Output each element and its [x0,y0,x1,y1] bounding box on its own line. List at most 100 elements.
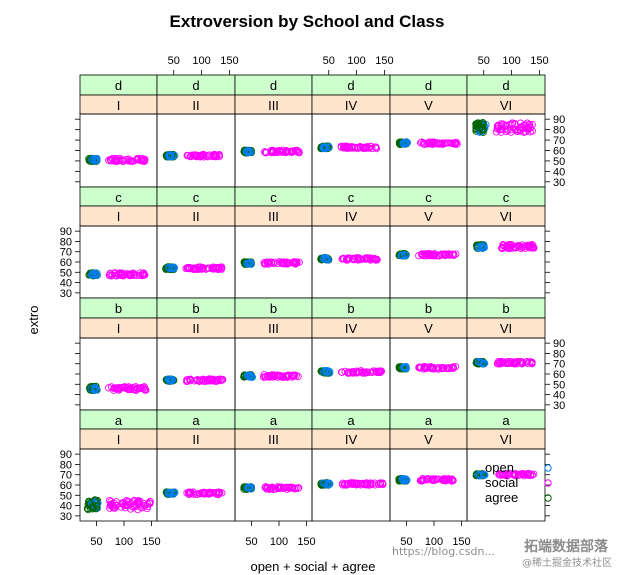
strip-class-label: d [192,78,199,93]
point-social [137,271,145,280]
point-social [439,139,447,147]
point-open [87,385,95,393]
y-tick-label: 30 [553,400,565,412]
point-social [214,265,222,273]
point-social [205,489,213,497]
point-social [293,258,301,267]
panel-frame [156,113,236,188]
panel-d-VI: d VI [466,74,546,188]
point-social [202,265,210,273]
point-open [323,481,331,489]
point-social [523,119,531,127]
point-social [451,363,460,371]
point-social [218,489,226,497]
strip-school-label: II [192,321,199,336]
point-social [499,241,507,249]
point-social [423,250,431,258]
y-tick-label: 60 [553,369,565,381]
strip-school-label: VI [500,98,512,113]
strip-class-label: d [425,78,432,93]
point-social [494,358,503,366]
panel-d-III: d III [234,74,313,188]
strip-school-label: IV [345,98,358,113]
strip-class-label: d [115,78,122,93]
point-social [110,156,119,165]
y-axis-label: extro [26,306,41,335]
strip-school-label: V [424,209,433,224]
point-open [401,140,409,148]
point-social [344,368,353,376]
point-social [137,384,146,392]
point-social [198,376,206,384]
panel-frame [466,225,546,299]
point-social [508,119,517,127]
strip-class-label: b [115,301,122,316]
watermark-url: https://blog.csdn... [392,545,495,558]
watermark: https://blog.csdn... 拓端数据部落 @稀土掘金技术社区 [392,538,612,569]
point-social [282,373,291,381]
point-open [244,484,252,492]
point-agree [472,124,480,132]
point-social [493,122,502,130]
point-open [164,488,173,497]
watermark-community: @稀土掘金技术社区 [522,556,612,569]
strip-class-label: c [425,190,432,205]
point-social [438,364,447,372]
point-social [503,243,511,251]
panel-c-IV: c IV [311,186,391,299]
point-social [118,384,126,392]
point-open [165,152,173,160]
point-social [203,376,211,385]
point-open [402,138,410,146]
point-social [365,481,374,489]
point-social [361,144,370,152]
point-social [131,271,139,279]
point-social [507,241,515,249]
y-tick-label: 80 [553,125,565,137]
strip-school-label: IV [345,321,358,336]
point-social [110,384,118,392]
strip-school-label: III [268,98,279,113]
y-tick-label: 90 [60,449,72,461]
point-social [277,483,286,491]
point-social [417,139,425,147]
panel-frame [156,448,236,522]
point-social [190,264,199,272]
x-tick-label: 50 [323,55,335,67]
point-social [524,470,532,479]
point-social [431,250,439,258]
point-social [133,499,141,507]
y-tick-label: 60 [60,257,72,269]
point-social [260,259,268,267]
point-social [209,264,218,273]
point-agree [91,497,100,505]
point-social [423,476,431,484]
point-social [527,470,535,478]
panel-a-III: a III [234,409,313,522]
point-social [505,359,513,367]
panel-c-III: c III [234,186,313,299]
point-social [106,269,115,278]
y-tick-label: 50 [60,267,72,279]
point-social [523,124,531,132]
panel-frame [156,337,236,411]
point-open [92,497,100,506]
strip-school-label: VI [500,209,512,224]
point-open [245,147,253,156]
point-social [516,125,524,133]
point-social [192,265,201,273]
point-open [88,156,96,164]
point-social [501,471,509,479]
point-open [322,255,330,263]
point-agree [92,502,101,510]
point-social [425,250,433,258]
point-open [321,367,329,375]
point-open [90,385,99,394]
x-tick-label: 100 [270,536,288,548]
point-social [282,258,291,267]
y-tick-label: 30 [60,288,72,300]
point-social [286,483,294,491]
point-social [363,143,371,151]
point-social [211,151,219,159]
point-social [363,254,371,262]
